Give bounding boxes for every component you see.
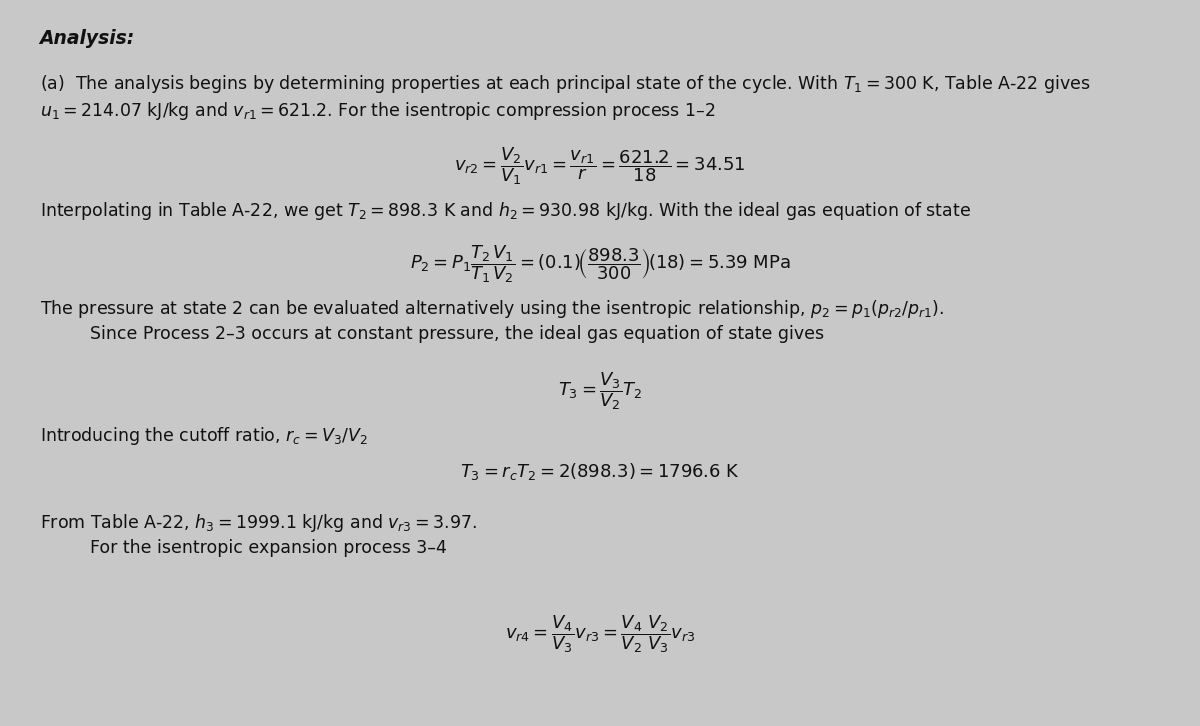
- Text: The pressure at state 2 can be evaluated alternatively using the isentropic rela: The pressure at state 2 can be evaluated…: [40, 298, 943, 319]
- Text: $P_2 = P_1\dfrac{T_2}{T_1}\dfrac{V_1}{V_2} = (0.1)\!\left(\dfrac{898.3}{300}\rig: $P_2 = P_1\dfrac{T_2}{T_1}\dfrac{V_1}{V_…: [409, 243, 791, 285]
- Text: (a)  The analysis begins by determining properties at each principal state of th: (a) The analysis begins by determining p…: [40, 73, 1090, 94]
- Text: $u_1 = 214.07$ kJ/kg and $v_{r1} = 621.2$. For the isentropic compression proces: $u_1 = 214.07$ kJ/kg and $v_{r1} = 621.2…: [40, 100, 715, 122]
- Text: $T_3 = \dfrac{V_3}{V_2}T_2$: $T_3 = \dfrac{V_3}{V_2}T_2$: [558, 370, 642, 412]
- Text: Since Process 2–3 occurs at constant pressure, the ideal gas equation of state g: Since Process 2–3 occurs at constant pre…: [90, 325, 824, 343]
- Text: $v_{r4} = \dfrac{V_4}{V_3}v_{r3} = \dfrac{V_4\ V_2}{V_2\ V_3}v_{r3}$: $v_{r4} = \dfrac{V_4}{V_3}v_{r3} = \dfra…: [505, 613, 695, 655]
- Text: Analysis:: Analysis:: [40, 29, 134, 48]
- Text: Introducing the cutoff ratio, $r_c = V_3/V_2$: Introducing the cutoff ratio, $r_c = V_3…: [40, 425, 367, 446]
- Text: From Table A-22, $h_3 = 1999.1$ kJ/kg and $v_{r3} = 3.97$.: From Table A-22, $h_3 = 1999.1$ kJ/kg an…: [40, 512, 476, 534]
- Text: Interpolating in Table A-22, we get $T_2 = 898.3$ K and $h_2 = 930.98$ kJ/kg. Wi: Interpolating in Table A-22, we get $T_2…: [40, 200, 971, 221]
- Text: For the isentropic expansion process 3–4: For the isentropic expansion process 3–4: [90, 539, 446, 557]
- Text: $T_3 = r_c T_2 = 2(898.3) = 1796.6$ K: $T_3 = r_c T_2 = 2(898.3) = 1796.6$ K: [460, 461, 740, 482]
- Text: $v_{r2} = \dfrac{V_2}{V_1}v_{r1} = \dfrac{v_{r1}}{r} = \dfrac{621.2}{18} = 34.51: $v_{r2} = \dfrac{V_2}{V_1}v_{r1} = \dfra…: [455, 145, 745, 187]
